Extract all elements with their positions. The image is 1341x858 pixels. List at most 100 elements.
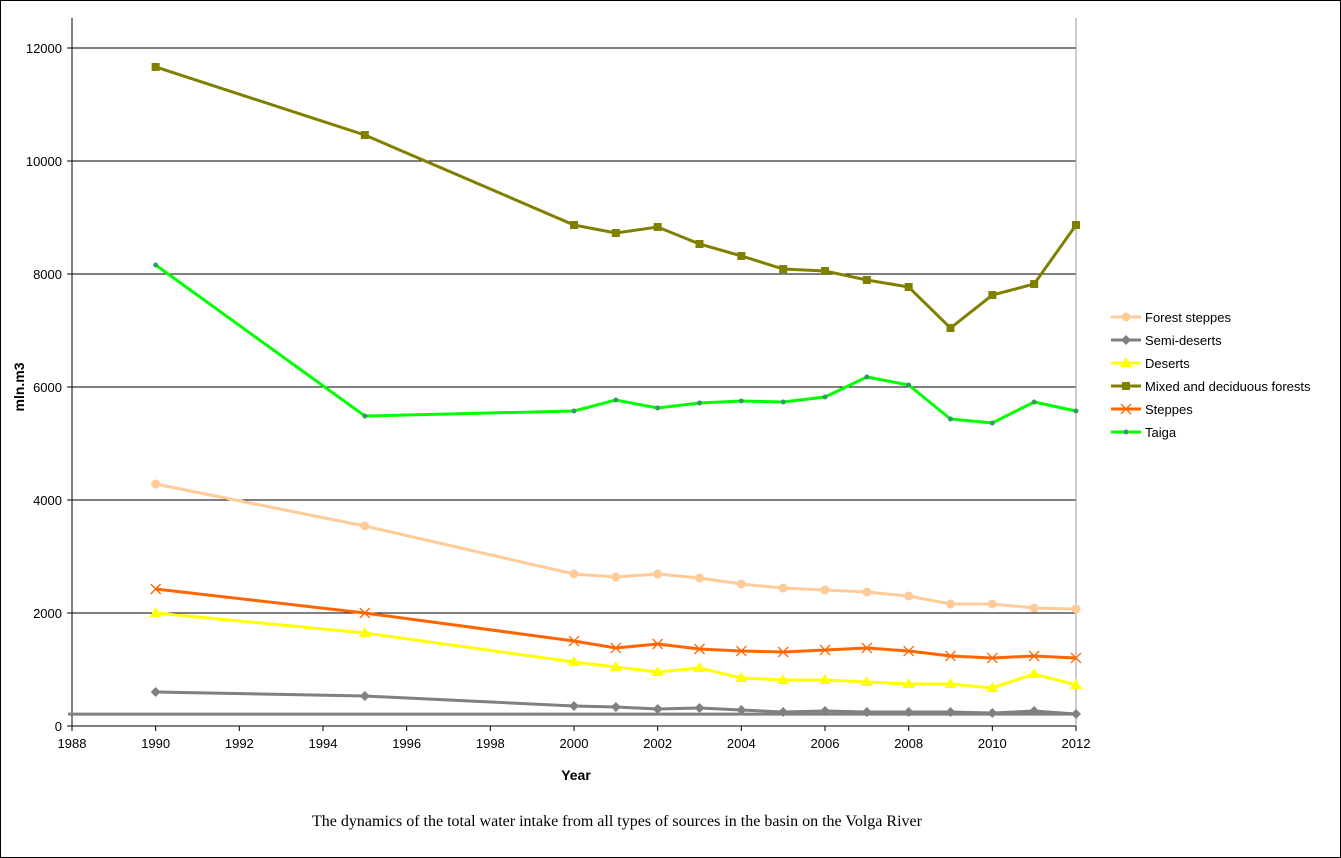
data-point xyxy=(944,678,957,689)
data-point xyxy=(862,587,872,597)
series-mixed-and-deciduous-forests xyxy=(151,62,1080,333)
legend-label: Mixed and deciduous forests xyxy=(1145,379,1311,394)
data-point xyxy=(989,420,995,426)
legend-marker xyxy=(1120,403,1132,415)
data-point xyxy=(780,399,786,405)
data-point xyxy=(988,291,997,300)
series-semi-deserts xyxy=(150,686,1081,720)
series-line-mixed-and-deciduous-forests xyxy=(155,65,1078,331)
legend-label: Steppes xyxy=(1145,402,1193,417)
data-point xyxy=(695,239,704,248)
data-point xyxy=(986,681,999,692)
legend-marker xyxy=(1121,312,1131,322)
data-point xyxy=(736,705,747,716)
data-point xyxy=(695,573,704,583)
x-tick-label: 2006 xyxy=(811,736,840,751)
legend-item-mixed-and-deciduous-forests: Mixed and deciduous forests xyxy=(1111,379,1311,394)
data-point xyxy=(735,645,747,657)
series-steppes xyxy=(150,583,1082,664)
data-point xyxy=(777,646,789,658)
data-point xyxy=(694,643,705,655)
data-point xyxy=(571,408,577,414)
data-point xyxy=(360,131,369,140)
data-point xyxy=(737,251,746,260)
data-point xyxy=(906,382,912,388)
x-tick-label: 2008 xyxy=(894,736,923,751)
data-point xyxy=(820,706,830,717)
y-tick-label: 0 xyxy=(55,719,62,734)
data-point xyxy=(652,703,663,714)
data-point xyxy=(653,222,662,231)
data-point xyxy=(149,607,162,617)
data-point xyxy=(1028,668,1041,679)
x-tick-label: 1994 xyxy=(309,736,338,751)
data-point xyxy=(945,650,956,662)
data-point xyxy=(362,413,368,419)
data-point xyxy=(693,661,706,672)
data-point xyxy=(1071,709,1081,720)
data-point xyxy=(655,405,661,411)
data-point xyxy=(777,674,790,685)
data-point xyxy=(860,675,873,686)
y-tick-label: 2000 xyxy=(33,606,62,621)
data-point xyxy=(569,569,579,579)
data-point xyxy=(151,62,160,71)
legend-item-taiga: Taiga xyxy=(1111,425,1177,440)
y-tick-label: 6000 xyxy=(33,380,62,395)
data-point xyxy=(904,591,914,601)
data-point xyxy=(1031,399,1037,405)
data-point xyxy=(610,642,622,654)
series-line-deserts xyxy=(155,611,1077,690)
data-point xyxy=(653,569,663,579)
data-point xyxy=(697,400,702,406)
data-point xyxy=(151,479,161,489)
data-point xyxy=(1028,650,1040,662)
x-axis-label: Year xyxy=(561,767,591,783)
x-tick-label: 1992 xyxy=(225,736,254,751)
data-point xyxy=(862,275,871,284)
x-tick-label: 2002 xyxy=(643,736,672,751)
series-line-forest-steppes xyxy=(155,482,1077,611)
y-tick-label: 8000 xyxy=(33,267,62,282)
data-point xyxy=(820,585,830,595)
series-taiga xyxy=(153,262,1079,426)
data-point xyxy=(1073,408,1079,414)
legend-label: Deserts xyxy=(1145,356,1190,371)
y-tick-label: 12000 xyxy=(26,41,62,56)
data-point xyxy=(358,627,371,638)
data-point xyxy=(738,398,744,404)
data-point xyxy=(736,579,746,589)
y-axis-label: mln.m3 xyxy=(11,362,27,411)
data-point xyxy=(1070,652,1082,664)
data-point xyxy=(1072,221,1080,230)
data-point xyxy=(611,228,620,237)
data-point xyxy=(945,706,956,717)
data-point xyxy=(735,671,748,682)
data-point xyxy=(946,324,955,333)
data-point xyxy=(861,642,873,654)
data-point xyxy=(946,599,955,609)
data-point xyxy=(150,686,161,697)
data-point xyxy=(153,262,159,268)
data-point xyxy=(150,583,162,595)
x-tick-label: 1990 xyxy=(141,736,170,751)
data-point xyxy=(778,583,788,593)
data-point xyxy=(360,521,370,531)
data-point xyxy=(359,690,370,701)
data-point xyxy=(1029,706,1040,717)
data-point xyxy=(779,265,788,274)
x-tick-label: 2004 xyxy=(727,736,756,751)
chart-caption: The dynamics of the total water intake f… xyxy=(312,813,923,830)
data-point xyxy=(903,706,914,717)
x-tick-label: 1988 xyxy=(58,736,87,751)
data-point xyxy=(1029,603,1039,613)
data-point xyxy=(903,645,915,657)
data-point xyxy=(1030,280,1039,289)
data-point xyxy=(819,644,831,656)
data-point xyxy=(987,599,997,609)
legend-item-semi-deserts: Semi-deserts xyxy=(1111,333,1222,348)
data-point xyxy=(568,635,580,647)
legend-marker xyxy=(1120,357,1132,367)
series-forest-steppes xyxy=(151,479,1081,614)
